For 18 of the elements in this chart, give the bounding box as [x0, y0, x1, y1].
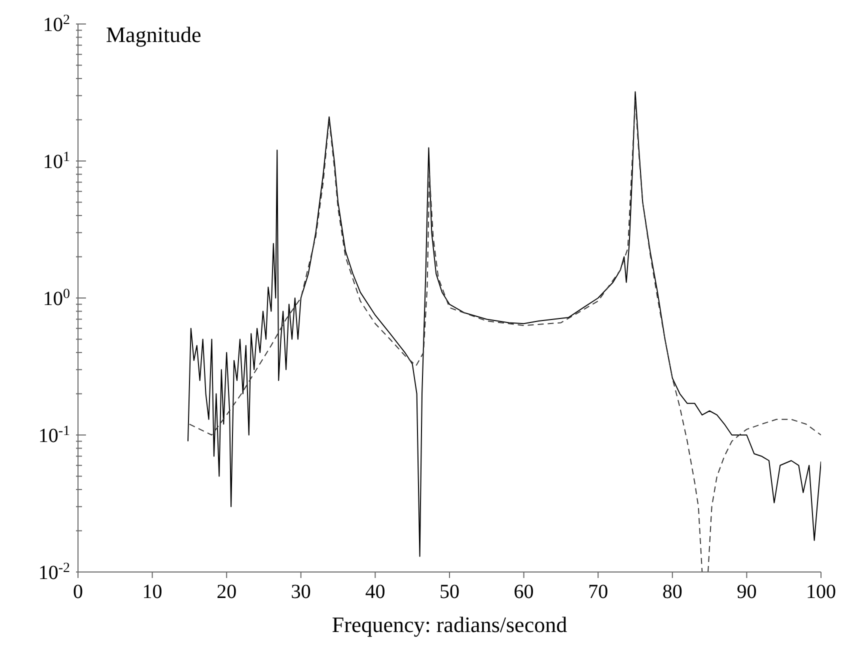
- x-tick-label: 0: [73, 581, 83, 603]
- y-tick-label: 10$^{-1}$: [38, 424, 70, 447]
- x-axis-title: Frequency: radians/second: [330, 612, 568, 638]
- x-tick-label: 70: [588, 581, 608, 603]
- x-tick-label: 40: [365, 581, 386, 603]
- x-tick-label: 10: [142, 581, 162, 603]
- x-tick-label: 100: [806, 581, 836, 603]
- x-tick-label: 90: [736, 581, 757, 603]
- x-tick-label: 50: [440, 581, 460, 603]
- x-tick-label: 20: [216, 581, 237, 603]
- y-axis-title: Magnitude: [106, 22, 202, 47]
- y-tick-label: 10$^{-2}$: [38, 560, 70, 584]
- y-tick-label: 10$^{1}$: [43, 150, 70, 173]
- y-tick-label: 10$^{2}$: [43, 12, 70, 36]
- x-tick-label: 60: [514, 581, 534, 603]
- x-tick-label: 80: [662, 581, 682, 603]
- y-tick-label: 10$^{0}$: [43, 286, 70, 310]
- x-tick-label: 30: [290, 581, 311, 603]
